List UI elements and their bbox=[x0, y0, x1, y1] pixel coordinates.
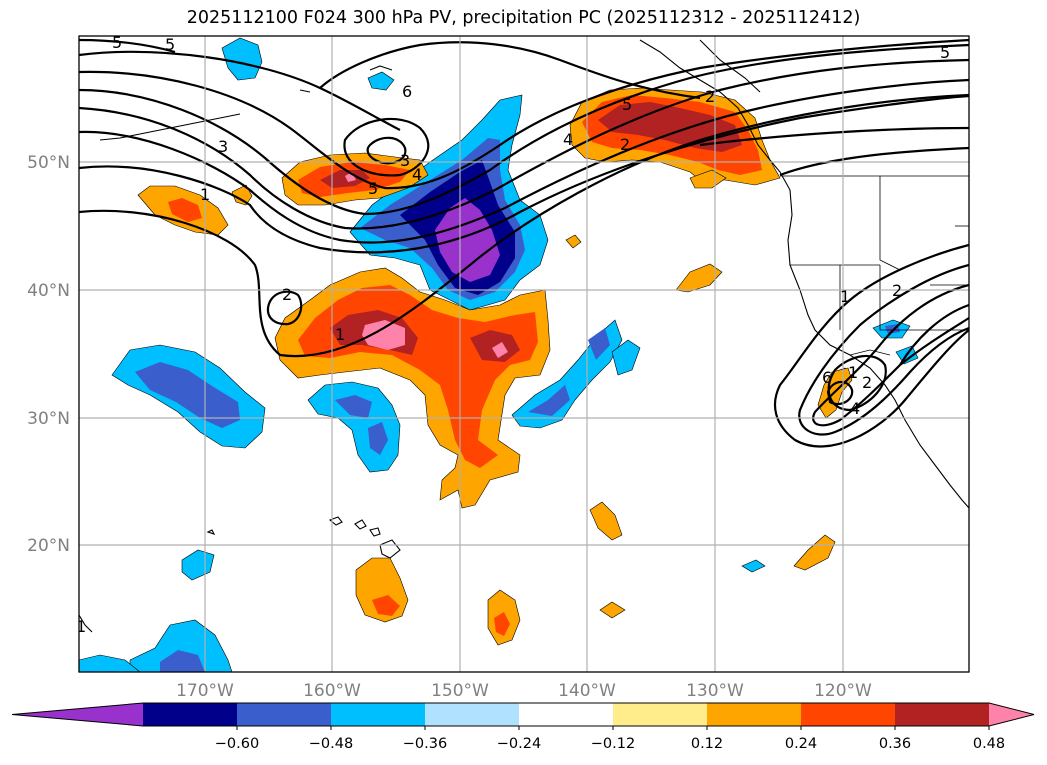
colorbar-extend-high bbox=[989, 703, 1034, 726]
colorbar-segment bbox=[895, 703, 990, 726]
contour-label: 2 bbox=[862, 373, 872, 392]
colorbar-segment bbox=[143, 703, 238, 726]
colorbar-segment bbox=[425, 703, 520, 726]
contour-label: 1 bbox=[76, 617, 86, 636]
colorbar-segment bbox=[237, 703, 332, 726]
contour-label: 1 bbox=[840, 287, 850, 306]
map-frame bbox=[78, 35, 970, 673]
colorbar-tick-label: 0.48 bbox=[973, 736, 1005, 752]
colorbar bbox=[11, 702, 1035, 727]
contour-labels: 5 5 6 3 3 4 5 1 2 4 2 5 2 1 5 1 2 1 2 1 … bbox=[76, 33, 950, 636]
colorbar-extend-low bbox=[12, 703, 143, 726]
contour-label: 5 bbox=[165, 35, 175, 54]
contour-label: 2 bbox=[620, 135, 630, 154]
colorbar-segment bbox=[519, 703, 614, 726]
lat-label: 30°N bbox=[27, 409, 70, 429]
colorbar-tick-label: −0.48 bbox=[309, 736, 353, 752]
graticule bbox=[79, 36, 969, 672]
colorbar-tick-label: 0.24 bbox=[785, 736, 817, 752]
positive-anomaly-fill bbox=[137, 87, 853, 646]
coastlines bbox=[79, 39, 969, 633]
contour-label: 6 bbox=[822, 368, 832, 387]
contour-label: 5 bbox=[112, 33, 122, 52]
contour-label: 6 bbox=[402, 82, 412, 101]
contour-label: 2 bbox=[282, 285, 292, 304]
colorbar-segment bbox=[613, 703, 708, 726]
colorbar-segment bbox=[707, 703, 802, 726]
contour-label: 4 bbox=[412, 165, 422, 184]
longitude-labels: 170°W 160°W 150°W 140°W 130°W 120°W bbox=[176, 681, 872, 701]
contour-label: 2 bbox=[892, 281, 902, 300]
lat-label: 40°N bbox=[27, 281, 70, 301]
colorbar-tick-label: −0.60 bbox=[215, 736, 259, 752]
colorbar-tick-label: 0.36 bbox=[879, 736, 911, 752]
lon-label: 150°W bbox=[431, 681, 489, 701]
colorbar-segment bbox=[801, 703, 896, 726]
lon-label: 170°W bbox=[176, 681, 234, 701]
contour-label: 5 bbox=[622, 95, 632, 114]
colorbar-ticks: −0.60 −0.48 −0.36 −0.24 −0.12 0.12 0.24 0.36 0.4… bbox=[215, 726, 1005, 752]
lon-label: 140°W bbox=[558, 681, 616, 701]
contour-label: 3 bbox=[218, 137, 228, 156]
colorbar-segment bbox=[331, 703, 426, 726]
contour-label: 1 bbox=[848, 363, 858, 382]
contour-label: 1 bbox=[200, 185, 210, 204]
colorbar-tick-label: −0.24 bbox=[497, 736, 541, 752]
contour-label: 4 bbox=[563, 130, 573, 149]
chart-title: 2025112100 F024 300 hPa PV, precipitatio… bbox=[186, 8, 861, 28]
lat-label: 20°N bbox=[27, 536, 70, 556]
latitude-labels: 50°N 40°N 30°N 20°N bbox=[27, 153, 70, 556]
contour-label: 5 bbox=[940, 43, 950, 62]
contour-label: 1 bbox=[335, 325, 345, 344]
contour-label: 2 bbox=[705, 87, 715, 106]
colorbar-outline bbox=[11, 702, 1035, 727]
contour-label: 5 bbox=[368, 179, 378, 198]
lon-label: 130°W bbox=[686, 681, 744, 701]
colorbar-tick-label: 0.12 bbox=[691, 736, 723, 752]
negative-anomaly-fill bbox=[79, 37, 919, 672]
colorbar-tick-label: −0.36 bbox=[403, 736, 447, 752]
contour-label: 3 bbox=[400, 151, 410, 170]
contour-label: 4 bbox=[850, 399, 860, 418]
lon-label: 120°W bbox=[814, 681, 872, 701]
lat-label: 50°N bbox=[27, 153, 70, 173]
lon-label: 160°W bbox=[303, 681, 361, 701]
colorbar-tick-label: −0.12 bbox=[591, 736, 635, 752]
